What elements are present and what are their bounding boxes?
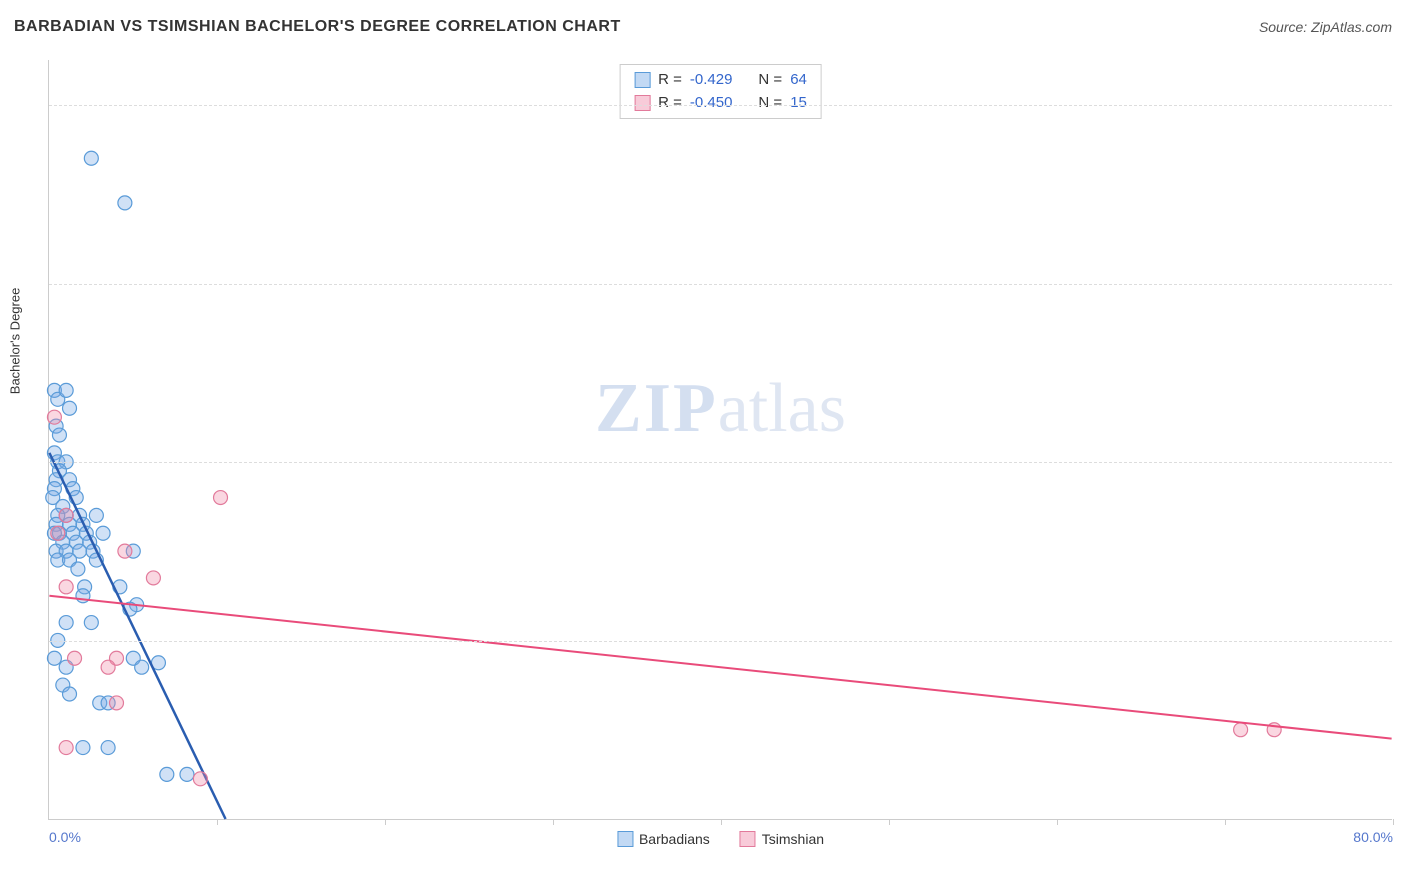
data-point: [89, 508, 103, 522]
chart-area: Bachelor's Degree ZIPatlas R =-0.429N =6…: [48, 60, 1392, 820]
data-point: [47, 410, 61, 424]
data-point: [193, 772, 207, 786]
data-point: [214, 491, 228, 505]
legend-swatch-icon: [617, 831, 633, 847]
grid-line: [49, 284, 1392, 285]
data-point: [59, 383, 73, 397]
chart-title: BARBADIAN VS TSIMSHIAN BACHELOR'S DEGREE…: [14, 18, 621, 36]
legend-label: Barbadians: [639, 831, 710, 847]
data-point: [76, 741, 90, 755]
x-tick: [385, 819, 386, 825]
data-point: [160, 767, 174, 781]
data-point: [59, 741, 73, 755]
legend-item: Barbadians: [617, 831, 710, 847]
data-point: [47, 651, 61, 665]
source-label: Source: ZipAtlas.com: [1259, 19, 1392, 35]
data-point: [63, 401, 77, 415]
x-tick: [1225, 819, 1226, 825]
grid-line: [49, 105, 1392, 106]
x-tick: [1057, 819, 1058, 825]
x-tick: [889, 819, 890, 825]
data-point: [68, 651, 82, 665]
data-point: [1234, 723, 1248, 737]
data-point: [118, 196, 132, 210]
grid-line: [49, 641, 1392, 642]
y-tick-label: 40.0%: [1397, 454, 1406, 470]
data-point: [84, 151, 98, 165]
data-point: [135, 660, 149, 674]
data-point: [146, 571, 160, 585]
data-point: [59, 580, 73, 594]
y-tick-label: 60.0%: [1397, 276, 1406, 292]
y-axis-label: Bachelor's Degree: [8, 287, 23, 394]
legend-swatch-icon: [740, 831, 756, 847]
bottom-legend: Barbadians Tsimshian: [617, 831, 824, 847]
plot-svg: [49, 60, 1392, 819]
x-tick: [553, 819, 554, 825]
data-point: [52, 428, 66, 442]
legend-label: Tsimshian: [762, 831, 824, 847]
data-point: [63, 687, 77, 701]
regression-line: [49, 596, 1391, 739]
x-tick-label: 80.0%: [1353, 829, 1393, 845]
data-point: [71, 562, 85, 576]
data-point: [118, 544, 132, 558]
regression-line: [49, 453, 225, 819]
data-point: [180, 767, 194, 781]
data-point: [101, 741, 115, 755]
data-point: [59, 616, 73, 630]
x-tick-label: 0.0%: [49, 829, 81, 845]
grid-line: [49, 462, 1392, 463]
y-tick-label: 80.0%: [1397, 97, 1406, 113]
data-point: [84, 616, 98, 630]
x-tick: [217, 819, 218, 825]
data-point: [110, 696, 124, 710]
legend-item: Tsimshian: [740, 831, 824, 847]
x-tick: [1393, 819, 1394, 825]
x-tick: [721, 819, 722, 825]
data-point: [96, 526, 110, 540]
data-point: [59, 508, 73, 522]
header: BARBADIAN VS TSIMSHIAN BACHELOR'S DEGREE…: [14, 18, 1392, 36]
data-point: [51, 526, 65, 540]
data-point: [101, 660, 115, 674]
y-tick-label: 20.0%: [1397, 633, 1406, 649]
